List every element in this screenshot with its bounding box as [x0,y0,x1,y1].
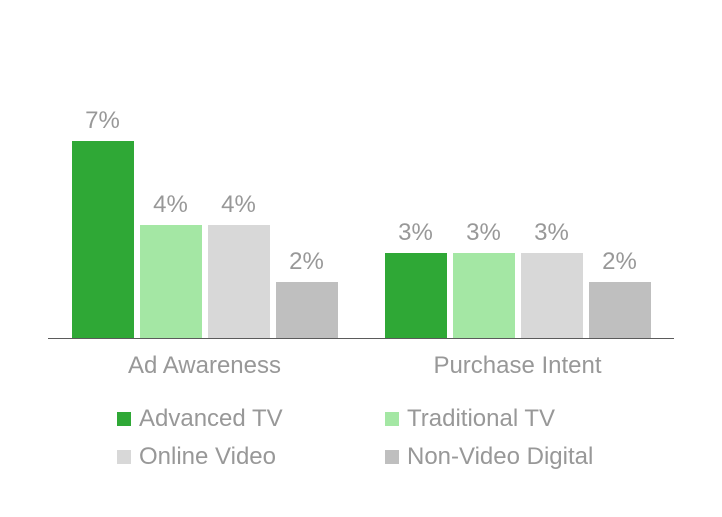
x-axis-labels: Ad AwarenessPurchase Intent [48,352,674,380]
bar-value-label: 3% [534,219,569,247]
legend-swatch [117,450,131,464]
category-label: Purchase Intent [361,352,674,380]
legend: Advanced TV Traditional TV Online Video Non… [48,405,674,471]
bar [140,225,202,338]
bar-value-label: 2% [602,248,637,276]
bar-value-label: 7% [85,107,120,135]
bar-column: 7% [72,0,134,338]
bar [385,253,447,338]
bar-column: 3% [385,0,447,338]
legend-label: Traditional TV [407,405,555,433]
plot-area: 7% 4% 4% 2% 3% 3% 3% 2% [48,0,674,339]
bar [276,282,338,338]
bar [589,282,651,338]
bar-column: 3% [453,0,515,338]
legend-label: Non-Video Digital [407,443,593,471]
legend-label: Advanced TV [139,405,283,433]
legend-swatch [385,450,399,464]
bar-column: 2% [589,0,651,338]
legend-item: Advanced TV [117,405,337,433]
bar-column: 2% [276,0,338,338]
bar [453,253,515,338]
bar-group: 3% 3% 3% 2% [361,0,674,338]
legend-item: Non-Video Digital [385,443,605,471]
bar-value-label: 4% [153,191,188,219]
bar [208,225,270,338]
bar-column: 4% [140,0,202,338]
bar-group: 7% 4% 4% 2% [48,0,361,338]
legend-label: Online Video [139,443,276,471]
legend-item: Traditional TV [385,405,605,433]
bar-value-label: 3% [398,219,433,247]
bar-value-label: 2% [289,248,324,276]
legend-swatch [117,412,131,426]
category-label: Ad Awareness [48,352,361,380]
legend-swatch [385,412,399,426]
bar-column: 3% [521,0,583,338]
legend-item: Online Video [117,443,337,471]
bar [521,253,583,338]
bar [72,141,134,338]
bar-chart: 7% 4% 4% 2% 3% 3% 3% 2% Ad AwarenessPurchase In… [0,0,722,517]
bar-value-label: 3% [466,219,501,247]
bar-column: 4% [208,0,270,338]
bar-value-label: 4% [221,191,256,219]
